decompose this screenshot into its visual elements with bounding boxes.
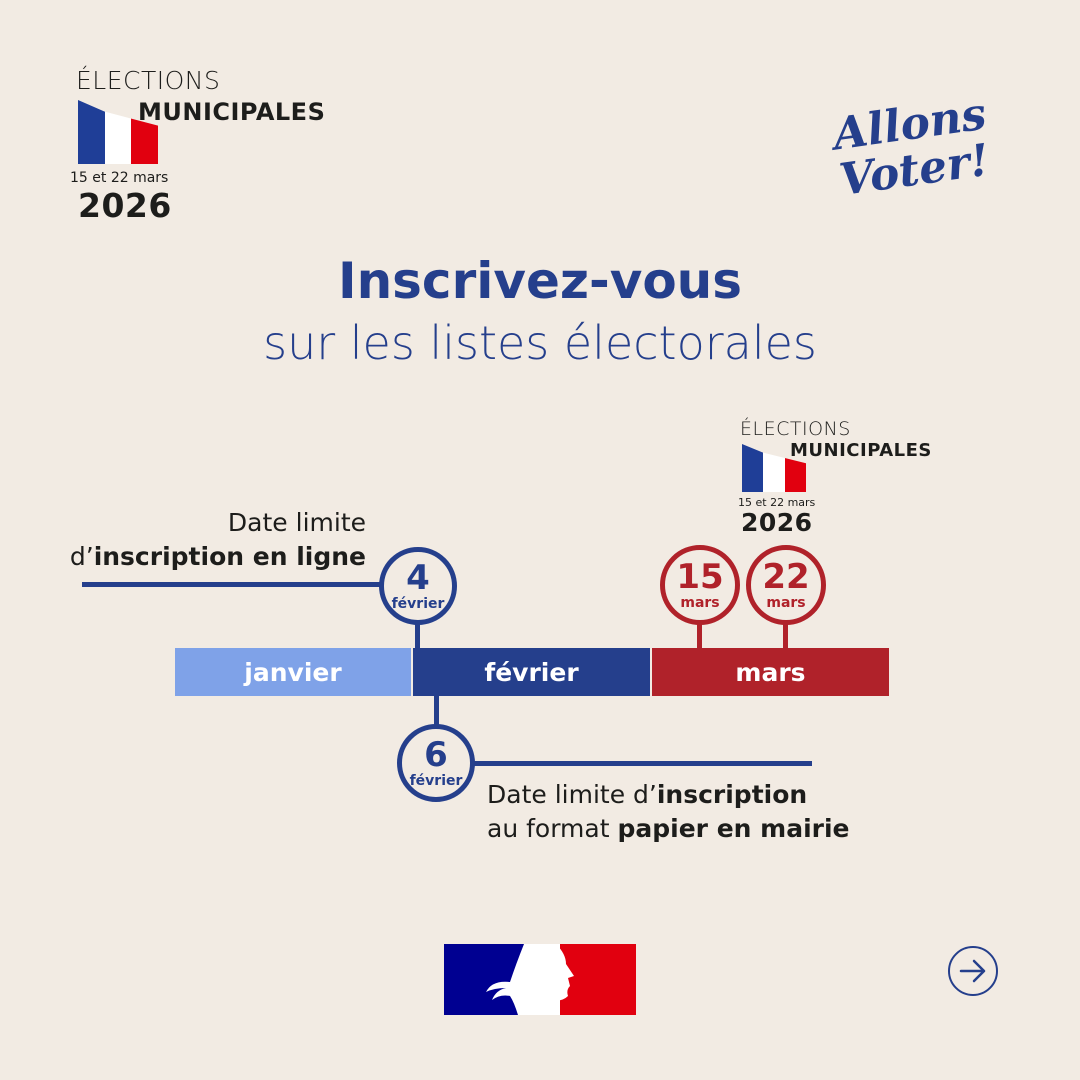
logo-dates: 15 et 22 mars <box>738 496 816 509</box>
month-mars: mars <box>652 648 889 696</box>
marker-15-mars: 15 mars <box>660 545 740 625</box>
logo-dates: 15 et 22 mars <box>70 170 169 186</box>
online-deadline-line2: d’inscription en ligne <box>40 540 366 574</box>
page-subtitle: sur les listes électorales <box>263 316 817 370</box>
logo-year: 2026 <box>78 186 172 225</box>
elections-logo-small: ÉLECTIONS MUNICIPALES 15 et 22 mars 2026 <box>738 418 948 540</box>
marker-day: 6 <box>424 735 448 775</box>
arrow-right-icon <box>959 959 986 983</box>
paper-deadline-line <box>472 761 812 766</box>
marker-22-mars: 22 mars <box>746 545 826 625</box>
marker-month: février <box>391 596 445 612</box>
slogan-allons-voter: Allons Voter! <box>830 88 993 207</box>
paper-text: au format <box>487 814 618 843</box>
month-janvier: janvier <box>175 648 411 696</box>
stem-15-mars <box>697 620 702 650</box>
paper-deadline-line2: au format papier en mairie <box>487 812 850 846</box>
logo-line2: MUNICIPALES <box>790 440 932 461</box>
stem-6-fevrier <box>434 694 439 726</box>
stem-4-fevrier <box>415 620 420 650</box>
marker-day: 22 <box>762 557 810 597</box>
online-deadline-prefix: d’ <box>69 542 94 571</box>
next-arrow-button[interactable] <box>948 946 998 996</box>
month-fevrier: février <box>413 648 650 696</box>
paper-text-bold: inscription <box>656 780 808 809</box>
logo-line2: MUNICIPALES <box>138 98 326 126</box>
stem-22-mars <box>783 620 788 650</box>
paper-text-bold: papier en mairie <box>617 814 850 843</box>
marianne-logo <box>444 944 636 1015</box>
paper-deadline-label: Date limite d’inscription au format papi… <box>487 778 850 846</box>
elections-logo: ÉLECTIONS MUNICIPALES 15 et 22 mars 2026 <box>70 66 340 226</box>
marker-month: février <box>409 773 463 789</box>
online-deadline-line <box>82 582 382 587</box>
paper-text: Date limite d’ <box>487 780 657 809</box>
logo-line1: ÉLECTIONS <box>76 66 221 95</box>
marker-day: 4 <box>406 558 430 598</box>
marker-month: mars <box>680 595 720 611</box>
online-deadline-bold: inscription en ligne <box>93 542 366 571</box>
page-title: Inscrivez-vous <box>337 252 743 310</box>
marker-6-fevrier: 6 février <box>397 724 475 802</box>
logo-year: 2026 <box>741 508 813 537</box>
logo-line1: ÉLECTIONS <box>740 418 851 440</box>
online-deadline-label: Date limite d’inscription en ligne <box>40 506 366 574</box>
paper-deadline-line1: Date limite d’inscription <box>487 778 850 812</box>
marker-day: 15 <box>676 557 724 597</box>
marker-month: mars <box>766 595 806 611</box>
marker-4-fevrier: 4 février <box>379 547 457 625</box>
online-deadline-line1: Date limite <box>227 508 366 537</box>
